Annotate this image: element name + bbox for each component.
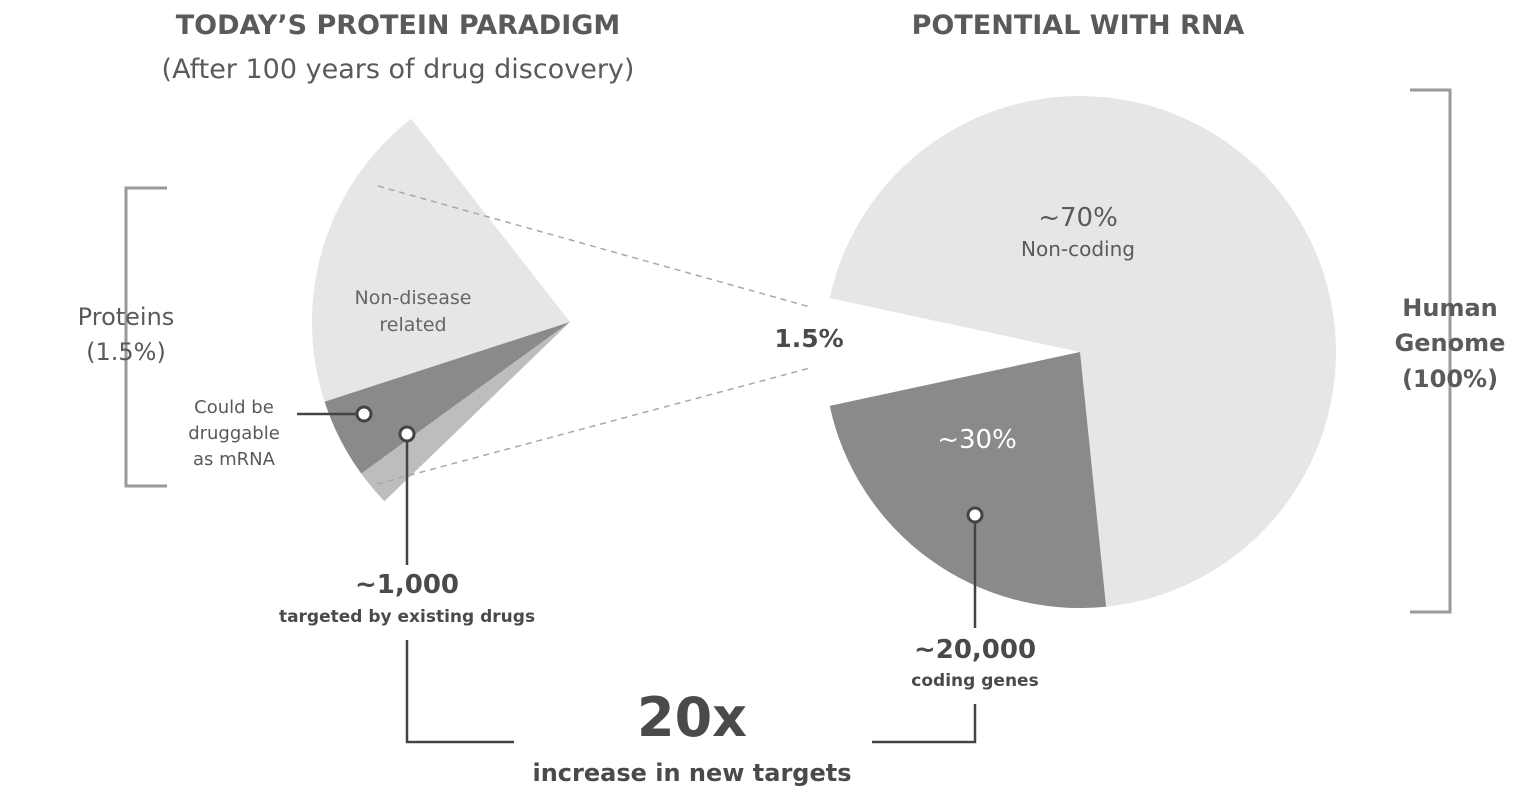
zoom-connector-top (377, 185, 811, 308)
left-title: TODAY’S PROTEIN PARADIGM (176, 10, 621, 41)
targeted-count: ~1,000 (355, 570, 459, 600)
proteins-label: Proteins (78, 303, 175, 331)
genome-bracket (1410, 88, 1452, 614)
noncoding-label: Non-coding (1021, 237, 1135, 261)
multiplier: 20x (637, 686, 747, 749)
multiplier-caption: increase in new targets (532, 759, 851, 787)
genome-pie (829, 96, 1336, 609)
noncoding-percent: ~70% (1038, 203, 1118, 233)
targeted-caption: targeted by existing drugs (279, 607, 535, 627)
druggable-label-line2: druggable (188, 423, 280, 444)
druggable-callout-dot (355, 405, 373, 423)
proteins-bracket (124, 186, 167, 488)
non-disease-slice (311, 118, 570, 402)
genome-label-line3: (100%) (1402, 365, 1498, 393)
targeted-slice (361, 322, 570, 502)
left-subtitle: (After 100 years of drug discovery) (162, 54, 635, 85)
noncoding-slice (829, 96, 1336, 607)
zoom-connector-bottom (376, 367, 811, 485)
genome-label-line2: Genome (1395, 329, 1506, 357)
coding-count: ~20,000 (914, 635, 1036, 665)
comparison-bracket-right (872, 704, 977, 744)
druggable-slice (324, 322, 570, 474)
targeted-callout-dot (398, 425, 416, 443)
protein-percent: 1.5% (774, 324, 843, 353)
comparison-bracket-left (405, 640, 514, 744)
genome-label-line1: Human (1402, 294, 1497, 322)
coding-slice (829, 352, 1107, 609)
coding-percent: ~30% (937, 425, 1017, 455)
non-disease-label-line2: related (379, 314, 446, 336)
coding-callout-dot (966, 506, 984, 524)
right-title: POTENTIAL WITH RNA (912, 10, 1245, 41)
druggable-label-line3: as mRNA (193, 449, 276, 470)
coding-caption: coding genes (911, 671, 1038, 691)
non-disease-label-line1: Non-disease (355, 287, 472, 309)
proteins-percent: (1.5%) (86, 338, 166, 366)
druggable-label-line1: Could be (194, 397, 274, 418)
protein-wedge (311, 118, 570, 502)
